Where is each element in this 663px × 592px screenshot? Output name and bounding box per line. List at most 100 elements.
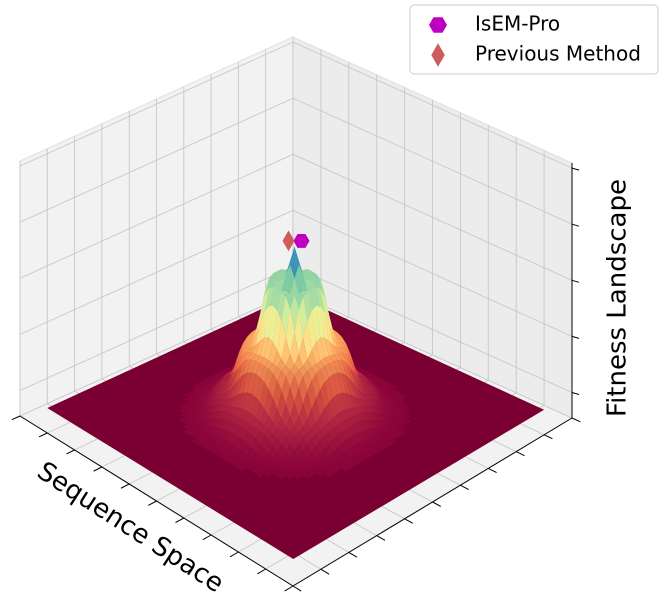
surface-patch [315,369,325,390]
surface-patch [376,384,385,388]
surface-patch [346,408,355,418]
surface-patch [273,380,282,409]
surface-patch [208,383,218,393]
surface-patch [324,402,334,422]
surface-patch [272,428,282,439]
surface-patch [371,386,381,396]
surface-patch [328,361,338,375]
surface-patch [277,466,286,473]
surface-patch [341,440,351,452]
surface-patch [346,393,355,409]
surface-patch [341,459,351,466]
surface-patch [230,394,239,408]
surface-patch [380,398,390,406]
surface-patch [281,450,290,463]
surface-patch [204,419,213,427]
surface-patch [371,382,381,388]
surface-patch [363,384,372,391]
surface-patch [277,444,286,458]
surface-patch [324,464,333,471]
surface-patch [204,383,213,388]
surface-patch [341,342,351,355]
surface-patch [255,312,265,345]
surface-patch [272,451,282,463]
surface-patch [204,380,213,384]
surface-patch [320,435,329,449]
surface-patch [371,427,381,436]
surface-patch [273,367,282,381]
surface-patch [380,390,390,394]
surface-patch [380,426,390,432]
surface-patch [268,422,278,434]
surface-patch [341,409,351,420]
surface-patch [238,458,248,465]
surface-patch [191,399,201,404]
surface-patch [221,390,231,400]
surface-patch [311,458,321,467]
surface-patch [367,376,377,380]
surface-patch [324,337,334,356]
surface-patch [384,435,394,441]
surface-patch [178,408,188,413]
surface-patch [251,438,261,452]
surface-patch [346,353,355,376]
surface-patch [281,291,291,298]
surface-patch [354,422,364,433]
surface-patch [298,462,308,470]
surface-patch [324,296,334,336]
surface-patch [341,373,351,395]
surface-patch [238,428,248,440]
surface-patch [402,418,411,424]
surface-patch [268,398,278,423]
surface-patch [178,417,188,423]
surface-patch [359,378,368,390]
surface-patch [320,467,329,474]
surface-patch [285,265,295,296]
surface-patch [187,398,196,403]
surface-patch [290,401,299,426]
surface-patch [389,413,398,419]
surface-patch [255,463,265,471]
surface-patch [341,359,351,380]
surface-patch [221,447,231,455]
surface-patch [350,434,359,446]
surface-patch [204,399,214,409]
surface-patch [389,404,398,409]
surface-patch [376,439,385,446]
surface-patch [376,427,385,434]
surface-patch [363,378,372,385]
surface-patch [316,281,325,297]
surface-patch [320,366,329,383]
surface-patch [247,425,256,435]
surface-patch [359,405,368,413]
surface-patch [380,380,390,384]
surface-patch [217,411,226,420]
surface [47,246,545,559]
surface-patch [277,370,286,391]
surface-patch [324,363,334,378]
surface-patch [363,411,372,420]
surface-patch [384,409,394,415]
surface-patch [298,403,308,427]
surface-patch [264,453,273,464]
surface-patch [346,361,355,386]
y-tick [571,417,581,423]
legend: IsEM-Pro Previous Method [409,4,659,75]
surface-patch [371,381,381,385]
surface-patch [311,398,321,423]
y-tick [376,535,386,541]
surface-patch [389,408,398,414]
surface-patch [264,281,273,297]
surface-patch [393,421,403,427]
surface-patch [363,429,372,439]
surface-patch [204,444,213,451]
surface-patch [277,321,286,360]
surface-patch [260,448,269,460]
surface-patch [213,436,222,444]
surface-patch [337,352,347,362]
surface-patch [346,437,355,449]
surface-patch [333,335,342,348]
x-tick [11,415,21,421]
surface-patch [260,382,269,409]
surface-patch [337,422,346,432]
